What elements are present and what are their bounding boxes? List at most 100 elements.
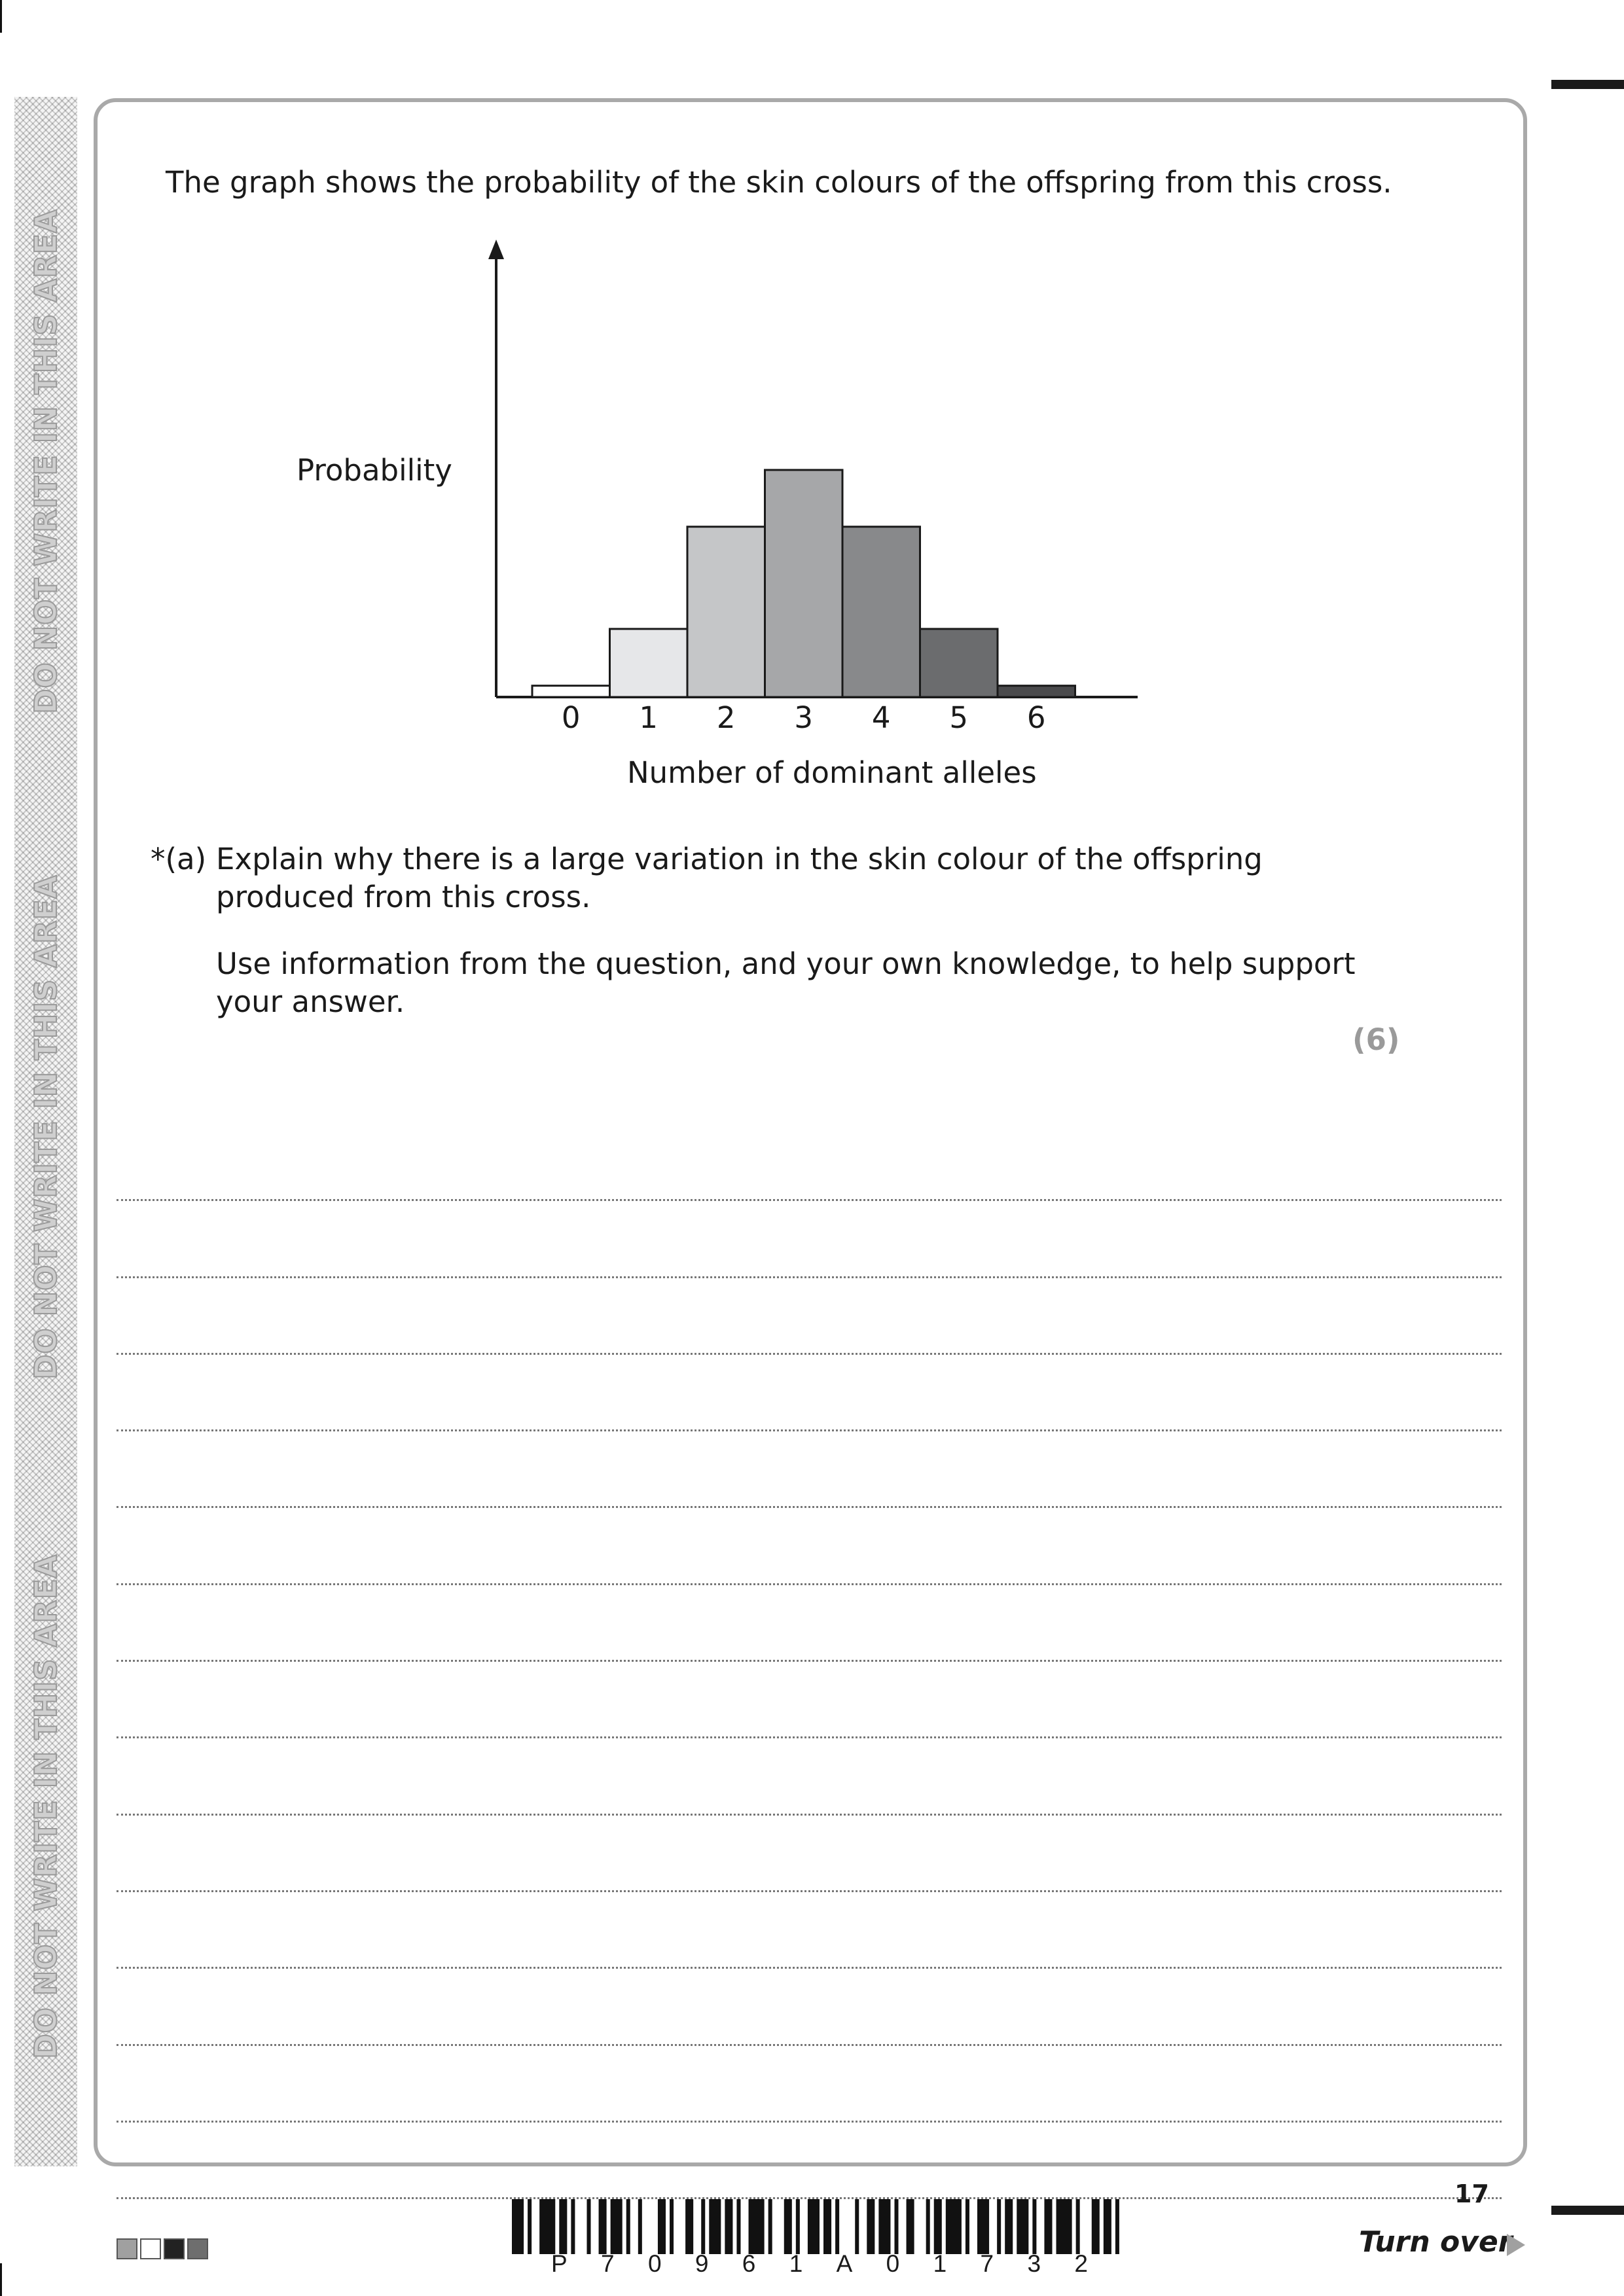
barcode-bar <box>1044 2199 1053 2254</box>
x-tick-label-0: 0 <box>562 700 581 735</box>
barcode-bar <box>638 2199 642 2254</box>
barcode-bar <box>528 2199 532 2254</box>
edge-bar-bottom <box>1551 2206 1624 2215</box>
barcode-bar <box>784 2199 792 2254</box>
barcode-bar <box>701 2199 706 2254</box>
barcode-bar <box>1005 2199 1013 2254</box>
colour-square-2 <box>164 2238 185 2259</box>
play-arrow-icon <box>1507 2234 1525 2256</box>
barcode-bar <box>512 2199 524 2254</box>
colour-square-0 <box>117 2238 137 2259</box>
barcode-bar <box>1103 2199 1111 2254</box>
x-tick-label-6: 6 <box>1027 700 1046 735</box>
barcode-bar <box>906 2199 914 2254</box>
turn-over-label: Turn over <box>1359 2225 1513 2259</box>
barcode-bar <box>977 2199 990 2254</box>
barcode-bar <box>933 2199 942 2254</box>
answer-area[interactable] <box>117 1124 1502 2200</box>
question-frame <box>94 98 1527 2166</box>
barcode-bar <box>725 2199 733 2254</box>
intro-text: The graph shows the probability of the s… <box>166 165 1392 200</box>
barcode-bar <box>1032 2199 1037 2254</box>
answer-line[interactable] <box>117 1892 1502 1969</box>
colour-squares <box>117 2238 208 2259</box>
barcode-bar <box>823 2199 832 2254</box>
answer-line[interactable] <box>117 1431 1502 1509</box>
barcode-bar <box>1075 2199 1080 2254</box>
chart-y-axis-label: Probability <box>297 453 452 488</box>
barcode-char: 0 <box>647 2250 662 2277</box>
margin-strip <box>14 97 77 2166</box>
barcode-bar <box>855 2199 859 2254</box>
barcode-bar <box>748 2199 765 2254</box>
x-tick-label-5: 5 <box>949 700 968 735</box>
barcode-bar <box>768 2199 772 2254</box>
x-tick-label-1: 1 <box>639 700 658 735</box>
barcode-char: 9 <box>695 2250 709 2277</box>
bar-0 <box>531 685 611 698</box>
barcode-bar <box>709 2199 721 2254</box>
barcode-bar <box>610 2199 623 2254</box>
question-number: *(a) <box>151 842 207 876</box>
barcode-char: 0 <box>886 2250 900 2277</box>
question-instruction: Use information from the question, and y… <box>216 946 1356 1019</box>
answer-line[interactable] <box>117 2046 1502 2123</box>
barcode-bar <box>685 2199 694 2254</box>
barcode-char: P <box>551 2250 568 2277</box>
colour-square-3 <box>187 2238 208 2259</box>
barcode-bar <box>657 2199 666 2254</box>
barcode-bar <box>1017 2199 1029 2254</box>
bar-2 <box>686 526 766 698</box>
answer-line[interactable] <box>117 1738 1502 1816</box>
barcode-bar <box>795 2199 800 2254</box>
x-tick-label-4: 4 <box>872 700 891 735</box>
barcode-bar <box>571 2199 575 2254</box>
barcode <box>512 2199 1119 2254</box>
barcode-bar <box>878 2199 891 2254</box>
barcode-char: 1 <box>933 2250 947 2277</box>
bar-4 <box>841 526 921 698</box>
bar-5 <box>919 628 999 698</box>
crop-mark-top-left-v <box>0 0 2 33</box>
x-tick-label-3: 3 <box>794 700 813 735</box>
barcode-bar <box>807 2199 820 2254</box>
barcode-bar <box>1115 2199 1119 2254</box>
page-number: 17 <box>1454 2179 1489 2208</box>
barcode-bar <box>945 2199 962 2254</box>
answer-line[interactable] <box>117 1124 1502 1202</box>
barcode-bar <box>586 2199 591 2254</box>
answer-line[interactable] <box>117 1585 1502 1662</box>
barcode-bar <box>894 2199 899 2254</box>
answer-line[interactable] <box>117 1355 1502 1432</box>
answer-line[interactable] <box>117 2123 1502 2200</box>
probability-bar-chart: 0 1 2 3 4 5 6 <box>488 240 1138 735</box>
barcode-char: 7 <box>601 2250 615 2277</box>
barcode-bar <box>926 2199 930 2254</box>
barcode-bar <box>867 2199 875 2254</box>
question-text: Explain why there is a large variation i… <box>216 842 1263 914</box>
answer-line[interactable] <box>117 1508 1502 1585</box>
answer-line[interactable] <box>117 1278 1502 1355</box>
answer-line[interactable] <box>117 1969 1502 2046</box>
answer-line[interactable] <box>117 1816 1502 1892</box>
barcode-char: 3 <box>1027 2250 1041 2277</box>
barcode-bar <box>736 2199 741 2254</box>
answer-line[interactable] <box>117 1662 1502 1739</box>
edge-bar-top <box>1551 80 1624 89</box>
crop-mark-bottom-left-v <box>0 2263 2 2296</box>
barcode-char: 1 <box>789 2250 803 2277</box>
barcode-char: A <box>836 2250 853 2277</box>
chart-x-axis-label: Number of dominant alleles <box>627 755 1037 790</box>
bar-6 <box>996 685 1076 698</box>
barcode-bar <box>598 2199 607 2254</box>
barcode-bar <box>539 2199 556 2254</box>
x-tick-label-2: 2 <box>717 700 736 735</box>
bar-1 <box>609 628 689 698</box>
bar-3 <box>764 469 844 698</box>
barcode-bar <box>626 2199 630 2254</box>
barcode-bar <box>965 2199 969 2254</box>
barcode-char: 2 <box>1074 2250 1088 2277</box>
colour-square-1 <box>140 2238 161 2259</box>
answer-line[interactable] <box>117 1201 1502 1278</box>
marks-label: (6) <box>1352 1022 1400 1057</box>
